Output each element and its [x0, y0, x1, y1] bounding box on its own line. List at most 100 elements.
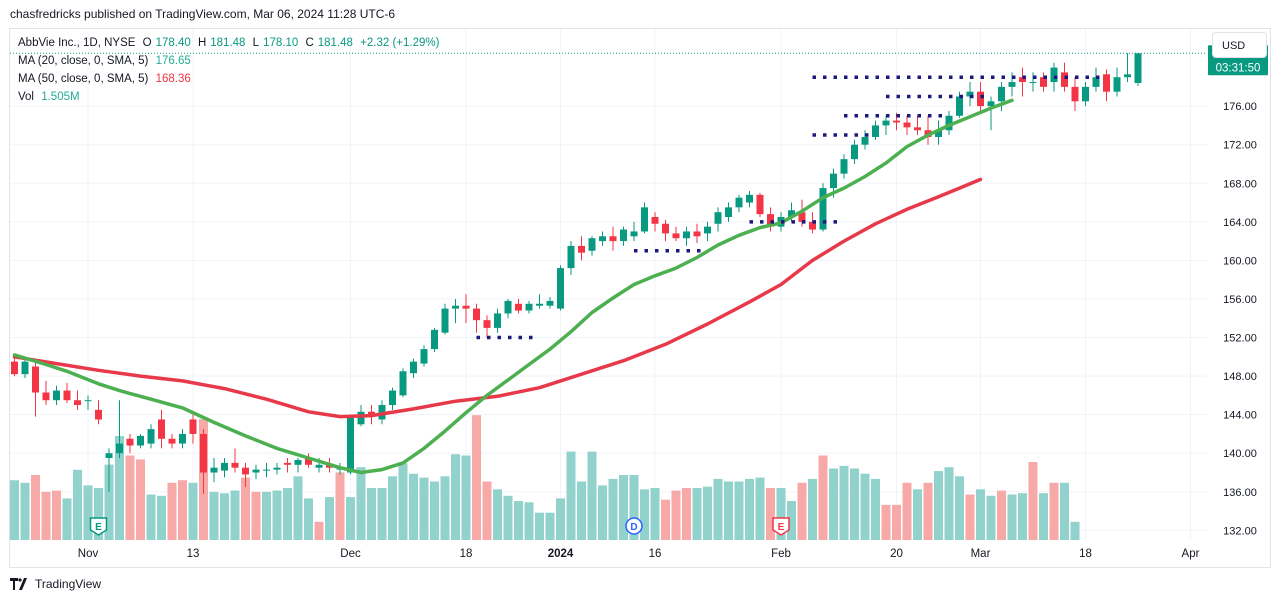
volume-bar [860, 473, 870, 540]
volume-bar [923, 482, 933, 540]
candle-body [1019, 77, 1026, 83]
candle-body [977, 91, 984, 107]
candle-body [1103, 74, 1110, 92]
volume-bar [272, 490, 282, 540]
x-tick-label: Feb [771, 548, 791, 560]
legend-ma50-row[interactable]: MA (50, close, 0, SMA, 5) 168.36 [18, 70, 439, 88]
candle-body [536, 303, 543, 306]
candle-body [735, 197, 743, 208]
candle-body [714, 212, 722, 224]
legend-ma20-row[interactable]: MA (20, close, 0, SMA, 5) 176.65 [18, 52, 439, 70]
volume-bar [262, 491, 271, 540]
currency-button[interactable]: USD [1212, 32, 1267, 58]
ma50-value: 168.36 [155, 73, 191, 85]
candle-body [882, 120, 890, 126]
volume-bar [976, 489, 985, 540]
volume-bar [713, 478, 723, 540]
candle-body [74, 400, 81, 406]
candle-body [515, 303, 522, 311]
volume-bar [241, 477, 250, 540]
volume-bar [73, 469, 82, 540]
candle-body [998, 86, 1005, 102]
volume-bar [1018, 493, 1027, 540]
publish-header: chasfredricks published on TradingView.c… [10, 7, 396, 21]
volume-bar [955, 476, 964, 540]
candle-body [63, 390, 71, 401]
candle-body [357, 411, 365, 425]
footer-brand[interactable]: TradingView [10, 577, 101, 591]
volume-bar [829, 468, 838, 540]
volume-bar [52, 490, 61, 540]
volume-bar [640, 489, 649, 540]
candle-body [42, 392, 50, 401]
volume-bar [220, 493, 229, 540]
volume-bar [167, 482, 177, 540]
x-tick-label: 2024 [548, 548, 574, 560]
candle-body [231, 462, 239, 468]
y-tick-label: 156.00 [1223, 294, 1257, 306]
candle-body [294, 459, 302, 465]
volume-bar [451, 454, 460, 540]
time-axis: Nov 13 Dec 18 2024 16 Feb 20 Mar 18 Apr [78, 548, 1200, 560]
volume-bar [493, 489, 502, 540]
candle-body [1029, 82, 1037, 84]
candle-body [242, 467, 249, 475]
volume-bar [503, 495, 513, 540]
volume-bar [745, 478, 754, 540]
candle-body [210, 467, 218, 473]
y-tick-label: 132.00 [1223, 525, 1257, 537]
candle-body [945, 115, 953, 131]
candle-body [1040, 77, 1047, 87]
volume-bar [283, 488, 292, 540]
volume-bar [703, 486, 712, 540]
close-value: 181.48 [317, 37, 353, 49]
x-tick-label: Dec [340, 548, 361, 560]
volume-bar [577, 481, 586, 540]
volume-bar [209, 491, 219, 540]
volume-bar [83, 485, 93, 540]
candle-body [11, 361, 18, 375]
candle-body [116, 443, 123, 454]
volume-bar [839, 465, 849, 540]
candle-body [725, 207, 732, 218]
volume-bar [797, 482, 807, 540]
volume-bar [125, 455, 135, 540]
volume-bar [41, 491, 51, 540]
candle-body [452, 305, 459, 309]
symbol-name[interactable]: AbbVie Inc., 1D, NYSE [18, 37, 136, 49]
volume-bar [136, 459, 145, 540]
price-axis: 132.00 136.00 140.00 144.00 148.00 152.00 156.… [1223, 101, 1257, 537]
candle-body [347, 416, 354, 473]
x-tick-label: 18 [460, 548, 473, 560]
y-tick-label: 176.00 [1223, 101, 1257, 113]
volume-bar [20, 482, 30, 540]
volume-bar [524, 502, 534, 540]
tradingview-logo-icon [10, 578, 27, 590]
candle-body [147, 429, 155, 444]
volume-bar [157, 495, 166, 540]
candle-body [126, 438, 134, 446]
close-label: C [305, 37, 314, 49]
volume-bar [850, 468, 859, 540]
y-tick-label: 160.00 [1223, 255, 1257, 267]
legend-volume-row[interactable]: Vol 1.505M [18, 88, 439, 106]
ma50-label: MA (50, close, 0, SMA, 5) [18, 73, 149, 85]
candle-body [704, 226, 711, 234]
candle-body [851, 144, 858, 160]
candle-body [578, 245, 585, 253]
candle-body [893, 120, 900, 123]
volume-bar [178, 480, 187, 540]
volume-bar [965, 494, 975, 540]
volume-bar [335, 472, 345, 540]
volume-bar [661, 499, 670, 540]
y-tick-label: 144.00 [1223, 410, 1257, 422]
y-tick-label: 136.00 [1223, 487, 1257, 499]
candle-body [914, 127, 921, 131]
volume-bars [10, 415, 1080, 540]
event-marker-label: E [778, 522, 785, 533]
volume-bar [1039, 493, 1048, 540]
volume-bar [62, 498, 72, 540]
